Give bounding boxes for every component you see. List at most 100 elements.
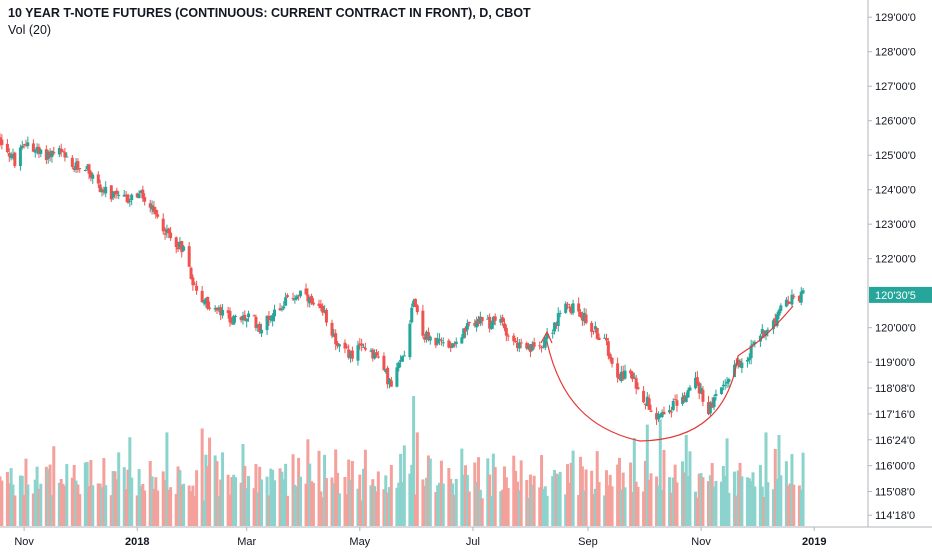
candle-body xyxy=(0,137,2,141)
candle-body xyxy=(410,307,414,323)
volume-bar xyxy=(695,497,699,526)
volume-bar xyxy=(410,464,414,526)
candle-body xyxy=(278,308,282,311)
price-tick-label: 126'00'0 xyxy=(875,116,916,128)
candle-body xyxy=(167,228,171,234)
volume-bar xyxy=(78,494,82,526)
volume-bar xyxy=(790,454,794,526)
candle-body xyxy=(719,387,723,395)
candle-body xyxy=(540,347,544,349)
volume-bar xyxy=(387,487,391,526)
candle-body xyxy=(154,209,158,215)
candle-body xyxy=(397,362,401,369)
volume-bar xyxy=(46,469,50,526)
volume-bar xyxy=(141,484,145,526)
volume-bar xyxy=(280,471,284,526)
volume-bar xyxy=(502,466,506,526)
candle-body xyxy=(580,315,584,321)
candle-body xyxy=(608,354,612,359)
volume-bar xyxy=(247,475,251,526)
volume-bar xyxy=(334,449,338,526)
candle-body xyxy=(297,295,301,297)
volume-bar xyxy=(324,478,328,526)
candle-body xyxy=(681,397,685,404)
volume-bar xyxy=(669,492,673,526)
candle-body xyxy=(234,315,238,317)
candle-body xyxy=(395,367,399,387)
volume-bar xyxy=(512,455,516,526)
price-tick-label: 116'24'0 xyxy=(875,435,915,447)
volume-bar xyxy=(760,486,764,526)
volume-bar xyxy=(104,485,108,526)
volume-bar xyxy=(773,449,777,526)
volume-bar xyxy=(350,461,354,526)
volume-bar xyxy=(74,480,78,526)
candle-body xyxy=(202,302,206,304)
volume-bar xyxy=(200,428,204,526)
volume-bar xyxy=(799,489,803,526)
volume-bar xyxy=(22,494,26,526)
volume-bar xyxy=(182,483,186,526)
volume-indicator-label[interactable]: Vol (20) xyxy=(8,23,52,37)
candle-body xyxy=(200,290,204,303)
candle-body xyxy=(629,370,633,374)
candle-body xyxy=(332,334,336,337)
candle-body xyxy=(336,343,340,347)
volume-bar xyxy=(489,496,493,526)
volume-bar xyxy=(161,471,165,526)
candle-body xyxy=(465,323,469,330)
candle-body xyxy=(323,310,327,312)
candle-body xyxy=(33,150,37,153)
candle-body xyxy=(645,396,649,407)
candle-body xyxy=(143,197,147,202)
candle-body xyxy=(48,151,52,158)
volume-bar xyxy=(543,486,547,526)
volume-bar xyxy=(545,495,549,526)
volume-bar xyxy=(48,464,52,526)
candle-body xyxy=(135,193,139,198)
candle-body xyxy=(226,310,230,313)
candle-body xyxy=(310,295,314,304)
candle-body xyxy=(285,295,289,297)
candle-body xyxy=(295,296,299,300)
candle-body xyxy=(375,352,379,356)
volume-bar xyxy=(35,466,39,526)
volume-bar xyxy=(356,488,360,526)
candle-body xyxy=(519,342,523,344)
time-tick-label: Mar xyxy=(237,536,256,548)
candle-body xyxy=(89,171,93,178)
price-tick-label: 117'16'0 xyxy=(875,409,915,421)
volume-bar xyxy=(213,455,217,526)
volume-bar xyxy=(788,483,792,526)
candle-body xyxy=(356,345,360,361)
candle-body xyxy=(454,341,458,345)
volume-bar xyxy=(221,452,225,526)
volume-bar xyxy=(566,464,570,526)
volume-bar xyxy=(265,476,269,526)
volume-bar xyxy=(606,485,610,526)
price-tick-label: 128'00'0 xyxy=(875,47,916,59)
volume-bar xyxy=(260,479,264,526)
volume-bar xyxy=(228,494,232,526)
volume-bar xyxy=(33,479,37,526)
time-tick-label: Sep xyxy=(578,536,598,548)
volume-bar xyxy=(745,477,749,526)
candle-body xyxy=(243,314,247,321)
candle-body xyxy=(515,342,519,348)
candle-body xyxy=(655,413,659,420)
candle-body xyxy=(695,377,699,385)
candle-body xyxy=(488,316,492,329)
volume-bar xyxy=(564,494,568,526)
candle-body xyxy=(538,345,542,347)
volume-bar xyxy=(621,472,625,526)
volume-bar xyxy=(532,475,536,526)
volume-bar xyxy=(551,476,555,526)
candle-body xyxy=(773,318,777,325)
volume-bar xyxy=(310,481,314,526)
volume-bar xyxy=(584,469,588,526)
volume-bar xyxy=(462,474,466,526)
candle-body xyxy=(710,402,714,408)
volume-bar xyxy=(96,483,100,526)
